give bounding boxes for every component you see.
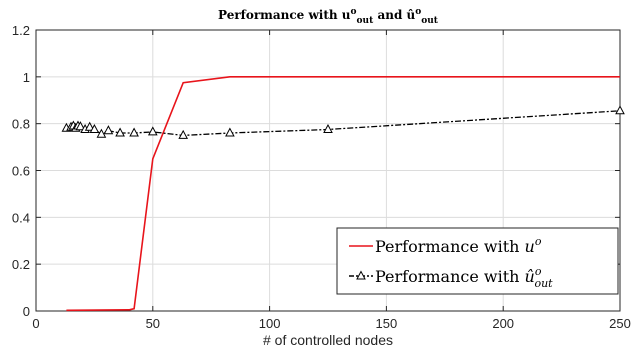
data-point bbox=[89, 123, 100, 133]
legend-label-2: Performance with ûo out bbox=[375, 265, 553, 290]
x-tick-label: 100 bbox=[259, 316, 281, 331]
data-point bbox=[75, 121, 86, 131]
y-tick-label: 0.4 bbox=[12, 210, 30, 225]
data-point bbox=[115, 127, 125, 137]
legend-box bbox=[336, 227, 619, 295]
data-point bbox=[103, 125, 114, 135]
x-tick-label: 150 bbox=[376, 316, 398, 331]
chart-title: Performance with uoout and ûoout bbox=[218, 7, 439, 26]
legend: Performance with uo Performance with ûo ou… bbox=[336, 227, 619, 295]
data-point bbox=[147, 126, 158, 136]
data-point bbox=[225, 127, 235, 137]
x-tick-label: 200 bbox=[492, 316, 514, 331]
y-tick-label: 0.6 bbox=[12, 164, 30, 179]
x-tick-label: 0 bbox=[32, 316, 39, 331]
x-tick-label: 50 bbox=[146, 316, 160, 331]
data-point bbox=[178, 129, 189, 139]
data-point bbox=[96, 128, 107, 138]
x-tick-label: 250 bbox=[609, 316, 631, 331]
y-tick-label: 1.2 bbox=[12, 23, 30, 38]
legend-marker bbox=[356, 270, 366, 280]
y-tick-label: 0.2 bbox=[12, 257, 30, 272]
series-line-1 bbox=[66, 76, 620, 312]
data-point bbox=[323, 123, 333, 133]
series-layer bbox=[61, 76, 625, 312]
data-point bbox=[84, 121, 95, 131]
y-tick-label: 0.8 bbox=[12, 117, 30, 132]
x-axis-label: # of controlled nodes bbox=[263, 332, 393, 348]
legend-label-1: Performance with uo bbox=[375, 235, 542, 256]
data-point bbox=[129, 127, 139, 137]
data-point bbox=[615, 105, 625, 115]
series-line-2 bbox=[66, 110, 621, 137]
y-tick-label: 0 bbox=[23, 304, 30, 319]
ticks: 0 50 100 150 200 250 0 0.2 0.4 0.6 0.8 1 1.2 bbox=[12, 23, 631, 331]
y-tick-label: 1 bbox=[23, 70, 30, 85]
